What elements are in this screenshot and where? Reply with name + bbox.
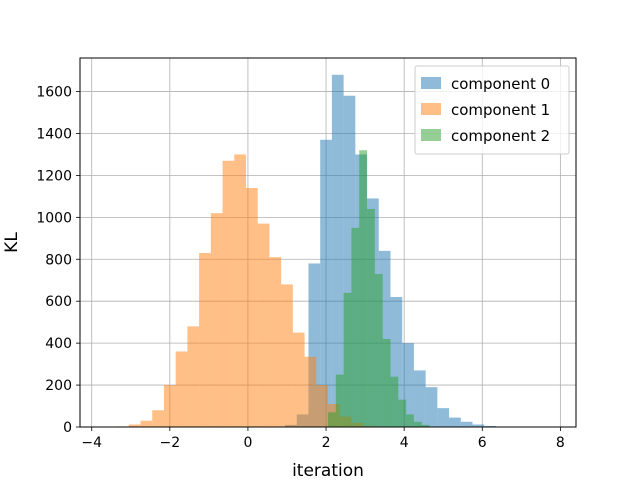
histogram-bar [382,338,391,427]
y-tick-label: 1600 [36,85,72,101]
histogram-bar [406,414,414,427]
histogram-bar [140,420,153,427]
series-1-bars [117,154,375,427]
plot-area-frame [79,57,577,428]
axis-ticks: −4 −2 0 2 4 6 8 0 200 400 600 800 1000 1200 1400 1600 [36,85,564,451]
x-tick-label: 2 [322,435,331,451]
histogram-bar [281,284,293,427]
x-tick-label: 4 [400,435,409,451]
x-tick-label: 6 [478,435,487,451]
y-axis-label: KL [2,232,22,253]
histogram-bar [484,425,496,427]
legend-box [414,65,570,155]
histogram-bar [398,399,407,427]
histogram-bar [245,187,258,427]
histogram-bar [328,412,336,427]
histogram-bar [320,139,332,428]
y-tick-label: 1400 [36,126,72,142]
histogram-bar [234,154,246,427]
histogram-bar [460,421,473,427]
histogram-bar [335,374,344,427]
y-tick-label: 0 [63,420,72,436]
histogram-bar [343,292,352,427]
x-tick-label: −4 [81,435,102,451]
legend-swatch [421,103,441,115]
histogram-bar [359,150,368,427]
histogram-bar [128,424,141,427]
histogram-bar [425,387,438,427]
histogram-bar [390,376,399,427]
histogram-bar [421,424,430,427]
histogram-bar [292,332,305,427]
histogram-bar [175,351,188,427]
histogram-bar [316,385,328,427]
histogram-bar [222,160,235,427]
x-tick-label: −2 [160,435,181,451]
histogram-bar [308,263,321,427]
histogram-bar [304,356,317,427]
legend-label: component 1 [451,101,550,119]
histogram-bar [413,370,426,427]
histogram-bar [331,74,344,427]
histogram-bar [367,208,375,427]
x-axis-label: iteration [292,461,364,480]
chart-legend: component 0 component 1 component 2 [414,65,570,155]
histogram-bar [437,408,450,427]
histogram-bar [163,385,176,427]
y-tick-label: 400 [45,336,72,352]
histogram-bar [351,227,360,427]
histogram-bar [343,95,356,427]
histogram-bar [402,343,414,427]
histogram-bar [257,223,270,427]
histogram-bar [390,297,403,427]
x-tick-label: 0 [243,435,252,451]
legend-label: component 0 [451,75,550,93]
histogram-bars [117,74,496,428]
x-tick-label: 8 [556,435,565,451]
y-tick-label: 800 [45,252,72,268]
histogram-bar [413,421,422,427]
legend-swatch [421,129,441,141]
series-2-bars [328,150,430,427]
y-tick-label: 600 [45,294,72,310]
y-tick-label: 1000 [36,210,72,226]
histogram-bar [449,417,461,427]
legend-swatch [421,77,441,89]
histogram-bar [199,252,211,427]
histogram-bar [269,257,282,427]
histogram-bar [152,410,164,427]
y-tick-label: 200 [45,378,72,394]
y-tick-label: 1200 [36,168,72,184]
histogram-bar [472,424,485,427]
histogram-bar [187,326,200,427]
histogram-bar [210,213,223,427]
histogram-bar [374,273,383,427]
legend-label: component 2 [451,127,550,145]
